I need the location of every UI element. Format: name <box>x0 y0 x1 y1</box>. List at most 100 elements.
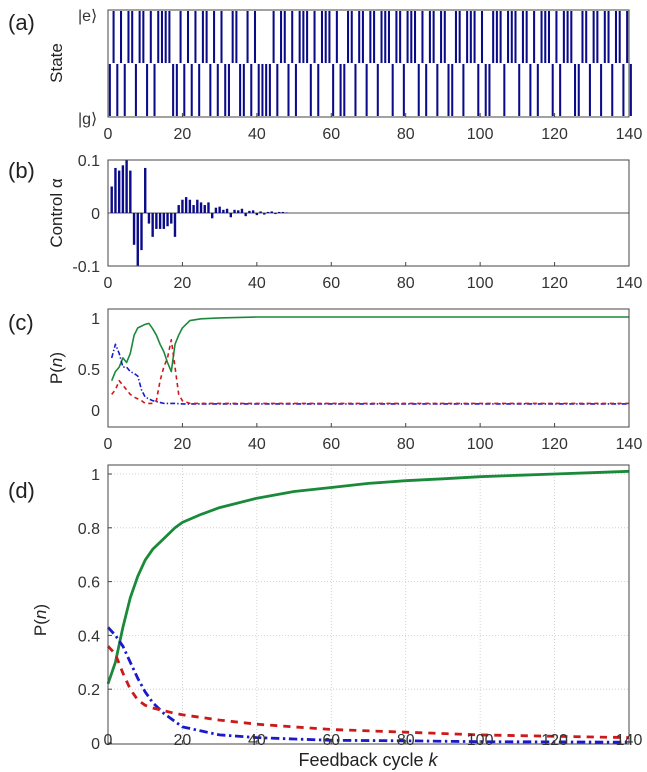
state-bar-g <box>276 64 279 116</box>
ytick-label: 0 <box>91 736 100 753</box>
series-line-dashdot <box>106 626 630 744</box>
xtick-label: 60 <box>322 732 340 749</box>
xtick-label: 0 <box>104 126 113 143</box>
state-bar-e <box>313 11 316 63</box>
state-bar-e <box>149 11 152 63</box>
state-bar-e <box>618 11 621 63</box>
state-bar-g <box>153 64 156 116</box>
panel-label-b: (b) <box>8 158 35 183</box>
control-bar <box>110 186 113 213</box>
panel-label-d: (d) <box>8 478 35 503</box>
control-bar <box>184 197 188 213</box>
control-bar <box>207 202 210 213</box>
series-line-dashed <box>111 338 629 405</box>
control-bar <box>151 213 154 237</box>
state-bar-e <box>179 11 182 63</box>
state-bar-e <box>495 11 498 63</box>
state-bar-e <box>562 11 565 63</box>
panel-d-grid <box>108 465 629 744</box>
panel-c-ytick-0: 0 <box>91 403 100 420</box>
control-bar <box>162 213 166 229</box>
state-bar-g <box>425 64 428 116</box>
control-bar <box>181 199 184 213</box>
state-bar-g <box>611 64 614 116</box>
state-bar-g <box>317 64 320 116</box>
state-bar-g <box>339 64 342 116</box>
state-bar-g <box>629 64 632 116</box>
xtick-label: 140 <box>616 275 643 292</box>
control-bar <box>259 211 262 213</box>
panel-a: (a) State |e⟩ |g⟩ 0 20 40 60 80 100 120 140 <box>8 8 642 143</box>
panel-b: (b) Control α 0.1 0 -0.1 0 20 40 60 80 100 120… <box>8 153 642 292</box>
panel-a-frame <box>107 9 630 118</box>
state-bar-g <box>216 64 219 116</box>
state-bar-e <box>324 11 327 63</box>
control-bar <box>199 202 203 213</box>
state-bar-e <box>328 11 331 63</box>
state-bar-g <box>559 64 562 116</box>
state-bar-g <box>343 64 346 116</box>
state-bar-g <box>529 64 532 116</box>
state-bar-g <box>123 64 126 116</box>
control-bar <box>244 213 247 217</box>
state-bar-e <box>395 11 398 63</box>
control-bar <box>225 208 229 213</box>
xtick-label: 40 <box>248 436 266 453</box>
panel-d-xlabel-var: k <box>429 750 439 770</box>
panel-label-c: (c) <box>8 310 34 335</box>
series-line-solid <box>106 469 630 685</box>
state-bar-g <box>503 64 506 116</box>
control-bar <box>277 211 281 213</box>
panel-d-frame <box>107 464 630 745</box>
control-bar <box>274 213 277 215</box>
control-bar <box>155 213 158 229</box>
state-bar-g <box>332 64 335 116</box>
panel-c-ylabel: P(n) <box>47 352 66 384</box>
state-bar-e <box>547 11 551 63</box>
state-bar-g <box>462 64 465 116</box>
control-bar <box>240 208 244 213</box>
state-bar-e <box>280 11 283 63</box>
state-bar-e <box>514 11 517 63</box>
state-bar-e <box>253 11 257 63</box>
xtick-label: 40 <box>248 126 266 143</box>
control-bar <box>229 213 233 218</box>
state-bar-e <box>406 11 409 63</box>
control-bar <box>203 205 206 213</box>
xtick-label: 20 <box>174 732 192 749</box>
state-bar-g <box>261 64 264 116</box>
state-bar-e <box>525 11 528 63</box>
state-bar-g <box>551 64 554 116</box>
control-bar <box>125 160 128 213</box>
state-bar-e <box>566 11 569 63</box>
state-bar-e <box>384 11 387 63</box>
state-bar-e <box>607 11 610 63</box>
state-bar-e <box>120 11 123 63</box>
state-bar-e <box>499 11 502 63</box>
state-bar-g <box>287 64 290 116</box>
state-bar-g <box>190 64 193 116</box>
state-bar-g <box>175 64 178 116</box>
state-bar-e <box>521 11 524 63</box>
state-bar-e <box>544 11 547 63</box>
state-bar-e <box>220 11 223 63</box>
state-bar-g <box>265 64 268 116</box>
panel-d-lines <box>106 469 630 744</box>
state-bar-g <box>451 64 454 116</box>
state-bar-e <box>186 11 190 63</box>
state-bar-e <box>596 11 599 63</box>
state-bar-e <box>358 11 361 63</box>
state-bar-e <box>142 11 145 63</box>
panel-c-frame <box>107 308 630 428</box>
state-bar-e <box>213 11 216 63</box>
state-bar-e <box>347 11 350 63</box>
state-bar-e <box>603 11 606 63</box>
state-bar-g <box>108 64 111 116</box>
state-bar-g <box>536 64 539 116</box>
control-bar <box>166 213 169 227</box>
state-bar-e <box>369 11 372 63</box>
state-bar-e <box>570 11 573 63</box>
xtick-label: 120 <box>541 436 568 453</box>
state-bar-e <box>454 11 457 63</box>
state-bar-e <box>302 11 305 63</box>
